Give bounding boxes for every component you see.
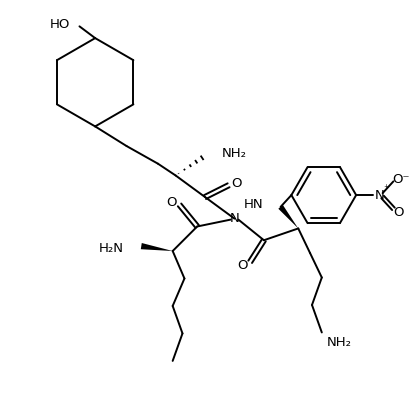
Text: O: O (393, 206, 404, 219)
Text: O: O (237, 259, 247, 272)
Text: NH₂: NH₂ (222, 147, 247, 160)
Text: HO: HO (49, 18, 70, 31)
Text: N: N (229, 212, 239, 225)
Text: N: N (375, 188, 384, 202)
Text: H₂N: H₂N (99, 242, 124, 254)
Text: ⁺: ⁺ (383, 184, 388, 194)
Text: O: O (166, 196, 177, 210)
Text: HN: HN (243, 198, 263, 212)
Polygon shape (141, 243, 173, 251)
Text: O: O (231, 177, 242, 190)
Text: NH₂: NH₂ (327, 336, 352, 349)
Polygon shape (278, 205, 298, 228)
Text: O⁻: O⁻ (393, 173, 409, 186)
